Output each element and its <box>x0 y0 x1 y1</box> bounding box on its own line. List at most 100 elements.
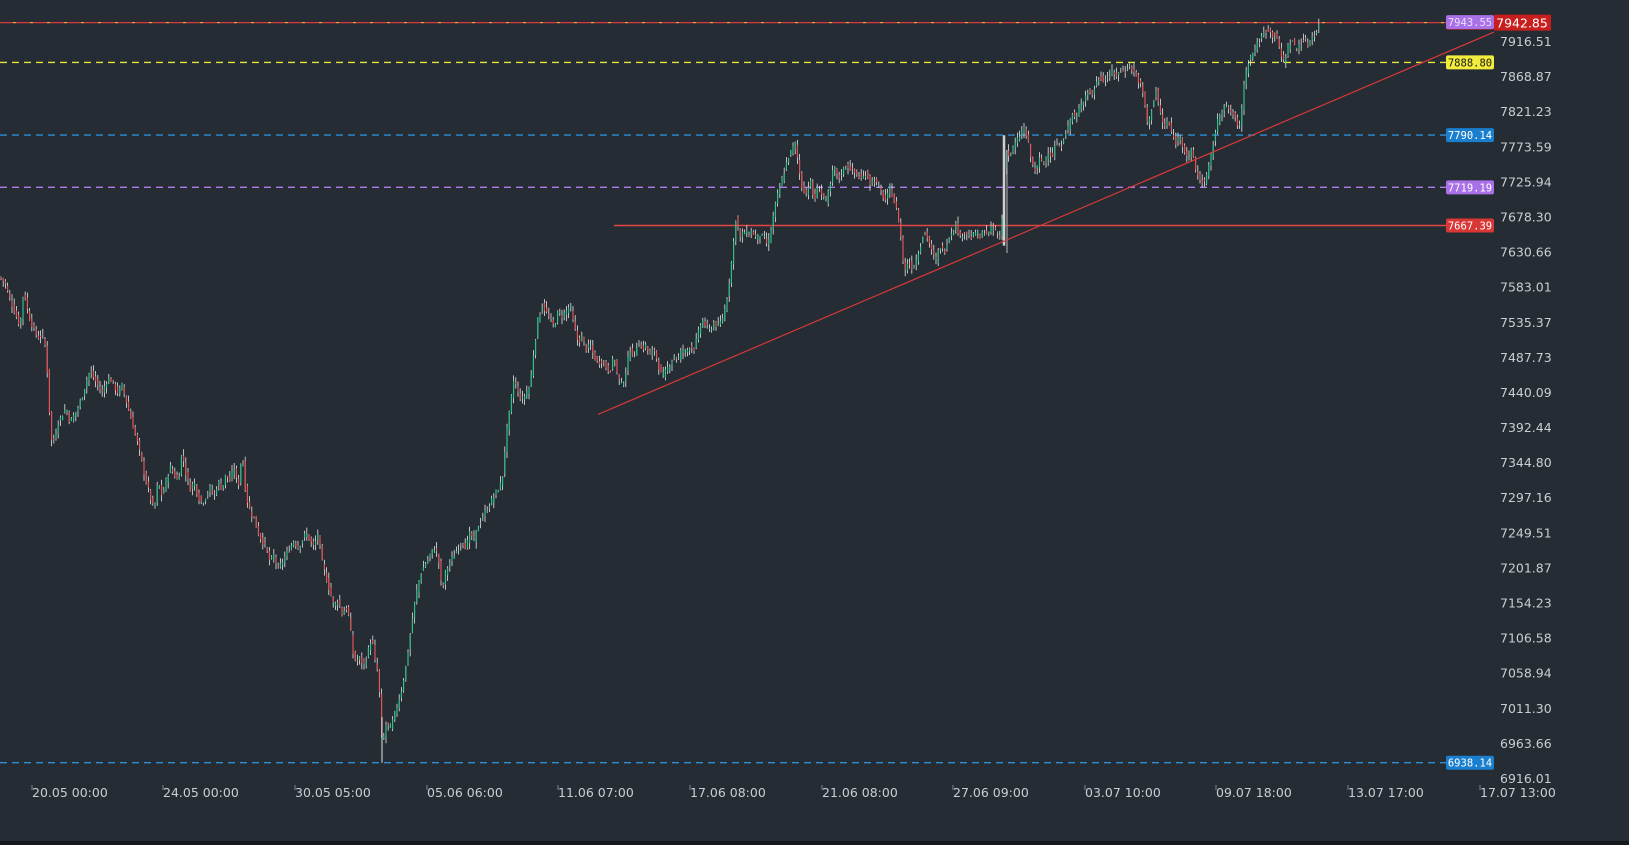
badge-box <box>1446 15 1494 30</box>
candle-body <box>1122 69 1124 72</box>
candle <box>768 233 770 252</box>
candle <box>264 536 266 548</box>
candle-body <box>887 192 889 199</box>
candle-body <box>981 231 983 238</box>
candle-body <box>653 350 655 352</box>
candle-body <box>1058 145 1060 147</box>
candle-body <box>1164 123 1166 127</box>
candle-body <box>1274 33 1276 36</box>
candle-body <box>715 321 717 328</box>
candle <box>387 722 389 731</box>
candle <box>541 303 543 314</box>
candle <box>1063 138 1065 145</box>
candle <box>979 233 981 240</box>
candle <box>392 716 394 732</box>
candle <box>673 354 675 361</box>
candle-body <box>1296 48 1298 50</box>
candle <box>455 546 457 554</box>
candle-body <box>1166 121 1168 127</box>
candle-body <box>1091 91 1093 95</box>
candle <box>1102 72 1104 83</box>
candle-body <box>354 651 356 661</box>
candle <box>108 373 110 385</box>
candle-body <box>1065 134 1067 137</box>
candle <box>361 652 363 670</box>
candle <box>625 367 627 388</box>
candle-body <box>317 534 319 541</box>
candle <box>1076 112 1078 123</box>
badge-label: 7888.80 <box>1448 57 1492 69</box>
candle-body <box>455 550 457 553</box>
candle <box>453 549 455 559</box>
candle-body <box>1118 72 1120 76</box>
candle-body <box>1067 125 1069 130</box>
candle-body <box>636 347 638 356</box>
candle <box>1056 138 1058 146</box>
candle-body <box>1124 72 1126 74</box>
candle <box>783 167 785 184</box>
candle <box>1071 112 1073 125</box>
candle-body <box>480 522 482 524</box>
badge-box <box>1446 755 1494 770</box>
candle <box>440 558 442 586</box>
candle <box>308 534 310 541</box>
candle <box>981 230 983 238</box>
candle <box>70 417 72 422</box>
candle <box>422 560 424 572</box>
candle <box>1302 33 1304 43</box>
candle <box>1289 39 1291 54</box>
candle <box>26 292 28 314</box>
candle-body <box>968 234 970 236</box>
candle <box>722 313 724 324</box>
candle <box>442 582 444 589</box>
candle <box>1223 103 1225 118</box>
candle-body <box>183 455 185 462</box>
candle-body <box>812 181 814 195</box>
candle-body <box>673 356 675 359</box>
candle <box>1206 172 1208 186</box>
candle-body <box>598 361 600 365</box>
candle-body <box>409 634 411 650</box>
candle <box>843 166 845 177</box>
candle <box>959 229 961 239</box>
candle <box>24 291 26 301</box>
candle <box>986 225 988 235</box>
candle <box>508 410 510 436</box>
candle <box>781 175 783 187</box>
candle <box>260 533 262 543</box>
candle <box>922 236 924 244</box>
candle <box>255 515 257 528</box>
candle <box>279 558 281 569</box>
candle <box>79 398 81 410</box>
candle <box>429 553 431 562</box>
candle <box>519 388 521 402</box>
candle <box>359 656 361 665</box>
candle-body <box>691 345 693 348</box>
candle <box>1294 38 1296 46</box>
candle <box>746 225 748 238</box>
candle-body <box>1254 50 1256 53</box>
candle-body <box>205 499 207 502</box>
candle-body <box>1131 66 1133 71</box>
candle <box>7 282 9 293</box>
candle-body <box>513 381 515 399</box>
candle <box>550 313 552 323</box>
time-axis[interactable]: 20.05 00:00 24.05 00:00 30.05 05:00 05.06 0… <box>31 785 1556 800</box>
candle-body <box>308 534 310 541</box>
candle <box>618 374 620 385</box>
candle-body <box>216 488 218 495</box>
candle <box>1008 144 1010 162</box>
candle <box>121 382 123 391</box>
candle <box>992 222 994 236</box>
candle <box>972 232 974 238</box>
price-axis[interactable]: 7916.51 7868.87 7821.23 7773.59 7725.94 7678.… <box>1500 34 1552 786</box>
candle-body <box>741 231 743 238</box>
candle-body <box>97 379 99 385</box>
candle-body <box>20 318 22 324</box>
candle <box>268 547 270 566</box>
price-tick-label: 7725.94 <box>1500 174 1552 189</box>
candle-body <box>444 570 446 585</box>
candle <box>1285 53 1287 68</box>
